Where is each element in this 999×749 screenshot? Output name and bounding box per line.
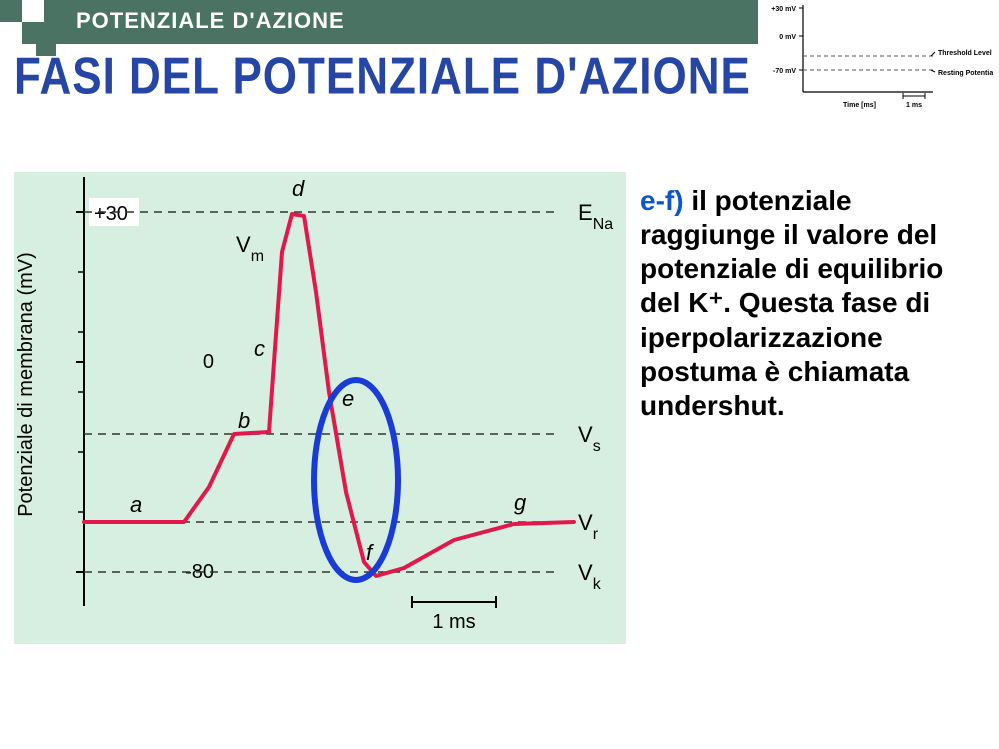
svg-text:e: e <box>342 386 354 411</box>
svg-text:+30: +30 <box>94 203 128 225</box>
svg-text:ENa: ENa <box>578 200 613 233</box>
svg-text:1 ms: 1 ms <box>432 611 475 633</box>
svg-text:g: g <box>514 490 527 515</box>
phase-prefix: e-f) <box>640 185 684 216</box>
mini-resting-label: Resting Potential <box>938 70 993 77</box>
mini-chart: +30 mV 0 mV -70 mV Threshold Level Resti… <box>763 0 993 110</box>
mini-ytick-30: +30 mV <box>771 6 796 13</box>
svg-text:c: c <box>254 336 265 361</box>
svg-text:Vk: Vk <box>578 560 602 593</box>
mini-ytick-n70: -70 mV <box>773 68 796 75</box>
mini-threshold-label: Threshold Level <box>938 50 992 57</box>
main-title: FASI DEL POTENZIALE D'AZIONE <box>14 48 751 107</box>
svg-text:f: f <box>366 540 375 565</box>
phase-body: il potenziale raggiunge il valore del po… <box>640 185 943 421</box>
svg-text:Vr: Vr <box>578 510 599 543</box>
phase-description: e-f) il potenziale raggiunge il valore d… <box>640 184 990 423</box>
svg-text:Potenziale di membrana (mV): Potenziale di membrana (mV) <box>15 252 37 517</box>
svg-text:a: a <box>130 492 142 517</box>
svg-text:Vm: Vm <box>236 232 264 265</box>
mini-xscale-label: 1 ms <box>906 102 922 109</box>
svg-text:Vs: Vs <box>578 422 601 455</box>
svg-text:b: b <box>238 408 250 433</box>
header-title: POTENZIALE D'AZIONE <box>76 8 345 34</box>
svg-text:0: 0 <box>203 351 214 373</box>
svg-text:d: d <box>292 176 305 201</box>
mini-xlabel: Time [ms] <box>843 102 876 109</box>
action-potential-chart: 0-80+30ENaVsVrVkVmabcdefg1 msPotenziale … <box>14 172 626 644</box>
mini-ytick-0: 0 mV <box>779 34 796 41</box>
